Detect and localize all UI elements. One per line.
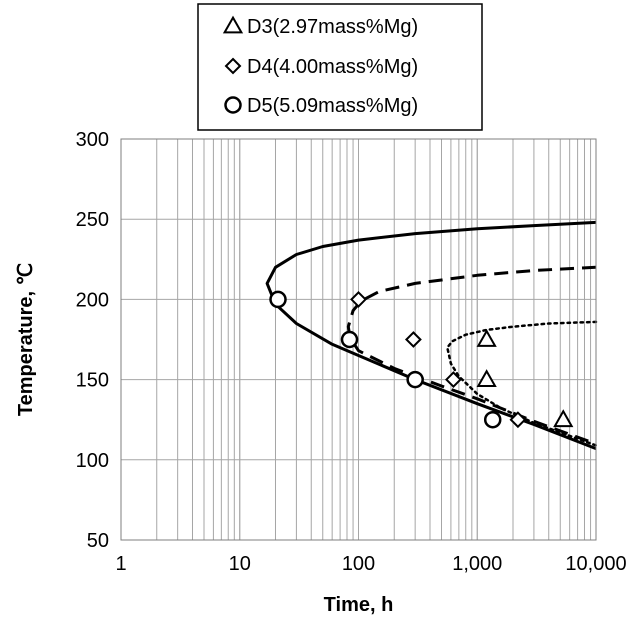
legend-box: [197, 3, 483, 131]
data-point-circle: [483, 410, 502, 429]
y-tick-label: 100: [76, 450, 109, 472]
legend-diamond-icon: [224, 57, 242, 75]
fit-curves: [265, 220, 598, 450]
x-tick-label: 100: [342, 553, 375, 575]
data-point-diamond: [445, 371, 462, 389]
legend-triangle-icon: [222, 15, 244, 34]
x-tick-label: 1: [115, 553, 126, 575]
data-point-diamond: [509, 411, 527, 429]
legend-circle-icon: [224, 96, 242, 114]
fit-curve: [346, 265, 597, 446]
y-axis-title: Temperature, ℃: [15, 263, 37, 416]
fit-curve: [265, 220, 597, 450]
data-point-circle: [340, 330, 359, 349]
legend-entry: D5(5.09mass%Mg): [247, 95, 418, 117]
data-point-triangle: [553, 409, 574, 428]
data-point-diamond: [350, 290, 367, 308]
x-axis-title: Time, h: [324, 594, 394, 616]
x-tick-labels: 1 10 100 1,000 10,000: [115, 553, 626, 575]
x-tick-label: 10: [229, 553, 251, 575]
data-markers: [269, 290, 574, 429]
data-point-circle: [406, 370, 424, 389]
y-tick-label: 50: [87, 530, 109, 552]
data-point-circle: [269, 290, 287, 309]
data-point-triangle: [476, 369, 497, 387]
x-tick-label: 1,000: [452, 553, 502, 575]
data-point-triangle: [476, 329, 497, 347]
y-tick-label: 200: [76, 289, 109, 311]
legend-entry: D3(2.97mass%Mg): [247, 16, 418, 38]
y-tick-labels: 50 100 150 200 250 300: [76, 129, 109, 552]
y-tick-label: 150: [76, 370, 109, 392]
y-tick-label: 250: [76, 209, 109, 231]
legend: D3(2.97mass%Mg) D4(4.00mass%Mg) D5(5.09mas…: [197, 3, 483, 131]
legend-entry: D4(4.00mass%Mg): [247, 56, 418, 78]
plot-frame: [120, 138, 597, 541]
y-tick-label: 300: [76, 129, 109, 151]
data-point-diamond: [404, 331, 422, 348]
x-tick-label: 10,000: [565, 553, 626, 575]
gridlines: [120, 138, 597, 541]
